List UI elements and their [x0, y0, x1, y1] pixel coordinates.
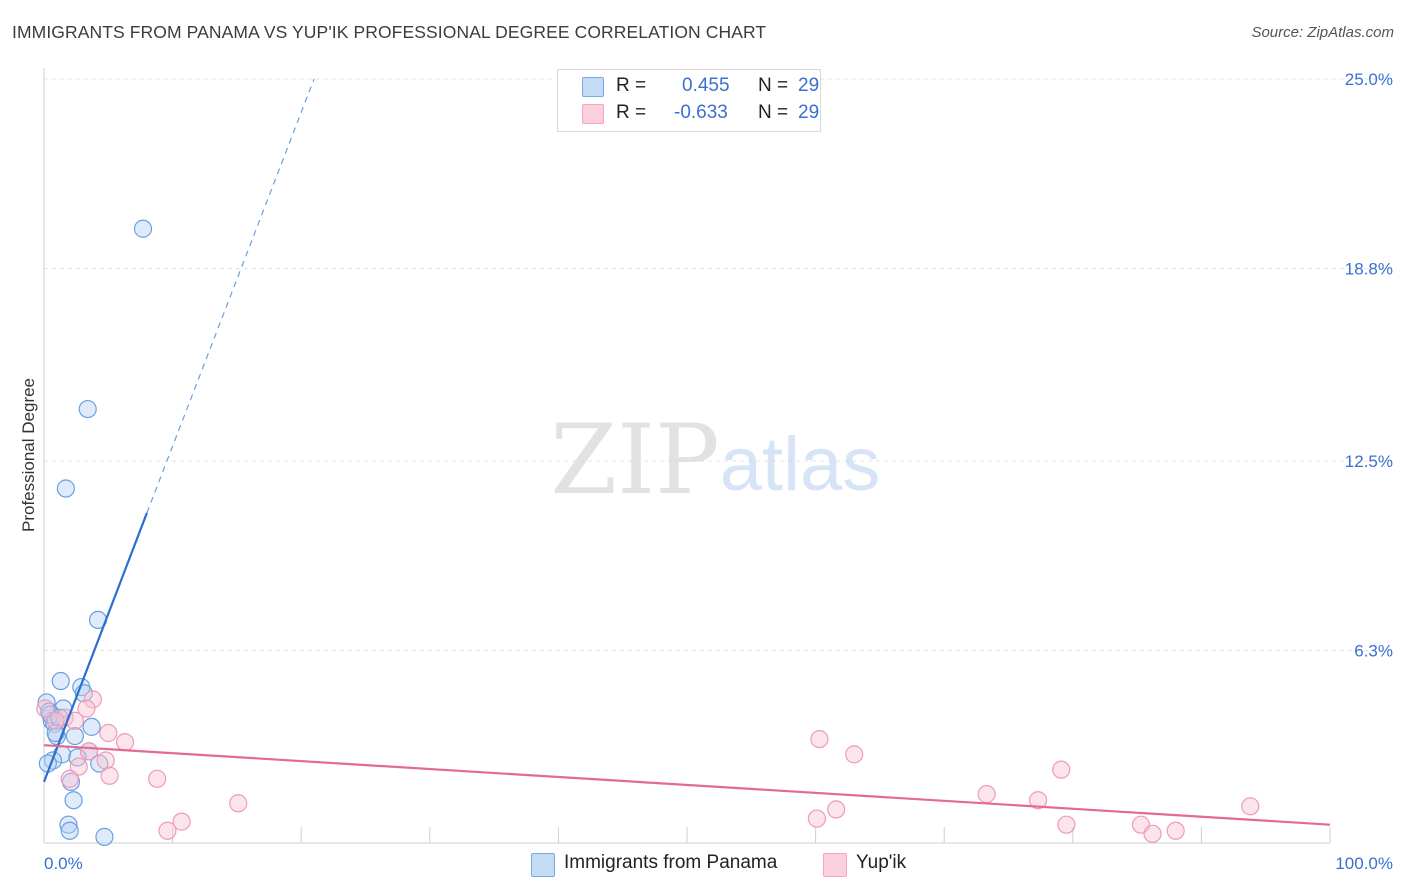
y-tick-labels: 6.3% 12.5% 18.8% 25.0% [1345, 70, 1393, 660]
watermark-zip: ZIP [550, 404, 719, 516]
yupik-point-7 [96, 751, 115, 770]
panama-point-1 [78, 399, 97, 419]
yupik-point-8 [69, 757, 88, 776]
yupik-point-27 [1241, 797, 1260, 816]
yupik-point-4 [99, 723, 118, 743]
watermark-atlas: atlas [720, 422, 881, 507]
bottom-legend-label-panama: Immigrants from Panama [564, 852, 778, 873]
legend-r-label: R = [616, 102, 647, 123]
yupik-point-2 [83, 690, 102, 709]
yupik-point-13 [172, 812, 191, 831]
y-tick-label-3: 25.0% [1345, 70, 1393, 89]
legend-swatch-panama [582, 77, 604, 97]
trend-line-panama-extension [146, 78, 315, 514]
yupik-point-23 [1057, 815, 1076, 834]
panama-point-0 [133, 219, 153, 238]
yupik-point-3 [46, 711, 65, 730]
panama-point-28 [68, 748, 87, 767]
legend-n-label: N = [758, 75, 789, 96]
yupik-point-22 [807, 809, 826, 828]
bottom-legend-label-yupik: Yup'ik [856, 852, 907, 873]
yupik-point-0 [36, 699, 55, 718]
legend-r-label: R = [616, 75, 647, 96]
yupik-point-14 [158, 821, 177, 840]
x-tick-label-max: 100.0% [1335, 854, 1393, 873]
legend-swatch-yupik [582, 104, 604, 124]
yupik-point-15 [77, 699, 96, 718]
bottom-legend-swatch-yupik [823, 853, 847, 877]
y-axis-label: Professional Degree [19, 377, 38, 533]
yupik-point-21 [827, 800, 846, 819]
yupik-point-12 [229, 794, 248, 813]
legend-n-label: N = [758, 102, 789, 123]
panama-point-20 [61, 772, 81, 791]
legend-r-value-panama: 0.455 [682, 75, 730, 96]
panama-point-22 [59, 815, 78, 834]
chart-title: IMMIGRANTS FROM PANAMA VS YUP'IK PROFESS… [12, 22, 767, 42]
panama-point-12 [82, 717, 101, 736]
yupik-point-25 [1143, 824, 1162, 843]
legend-n-value-yupik: 29 [798, 102, 820, 123]
panama-point-24 [95, 827, 114, 846]
yupik-point-18 [977, 785, 996, 804]
yupik-point-5 [115, 733, 135, 752]
panama-point-14 [65, 726, 84, 746]
panama-point-23 [60, 821, 79, 840]
y-tick-label-2: 18.8% [1345, 259, 1393, 278]
yupik-point-20 [1052, 760, 1071, 779]
yupik-point-17 [845, 745, 864, 764]
correlation-legend: R = 0.455 N = 29 R = -0.633 N = 29 [557, 69, 821, 132]
yupik-point-9 [100, 766, 119, 785]
source-label: Source: ZipAtlas.com [1251, 24, 1394, 41]
axes [43, 68, 1331, 844]
y-tick-label-1: 12.5% [1345, 452, 1393, 471]
yupik-point-6 [79, 742, 99, 761]
yupik-point-26 [1166, 821, 1185, 840]
y-tick-label-0: 6.3% [1354, 641, 1393, 660]
watermark: ZIP atlas [550, 404, 880, 516]
trend-line-yupik [43, 744, 1331, 826]
gridlines [44, 78, 1392, 651]
trend-lines [42, 78, 1331, 826]
yupik-point-19 [1028, 791, 1048, 810]
panama-point-4 [51, 671, 70, 691]
yupik-point-11 [60, 769, 79, 788]
legend-n-value-panama: 29 [798, 75, 820, 96]
trend-line-panama [42, 512, 148, 783]
series-yupik-points [36, 690, 1260, 843]
x-tick-labels: 0.0% 100.0% [44, 854, 1393, 873]
panama-point-2 [56, 479, 75, 498]
x-tick-label-min: 0.0% [44, 854, 83, 873]
panama-point-21 [64, 791, 83, 810]
bottom-legend-swatch-panama [531, 853, 555, 877]
panama-point-13 [47, 726, 66, 746]
legend-r-value-yupik: -0.633 [674, 102, 728, 123]
yupik-point-16 [810, 729, 829, 749]
yupik-point-10 [148, 769, 167, 788]
